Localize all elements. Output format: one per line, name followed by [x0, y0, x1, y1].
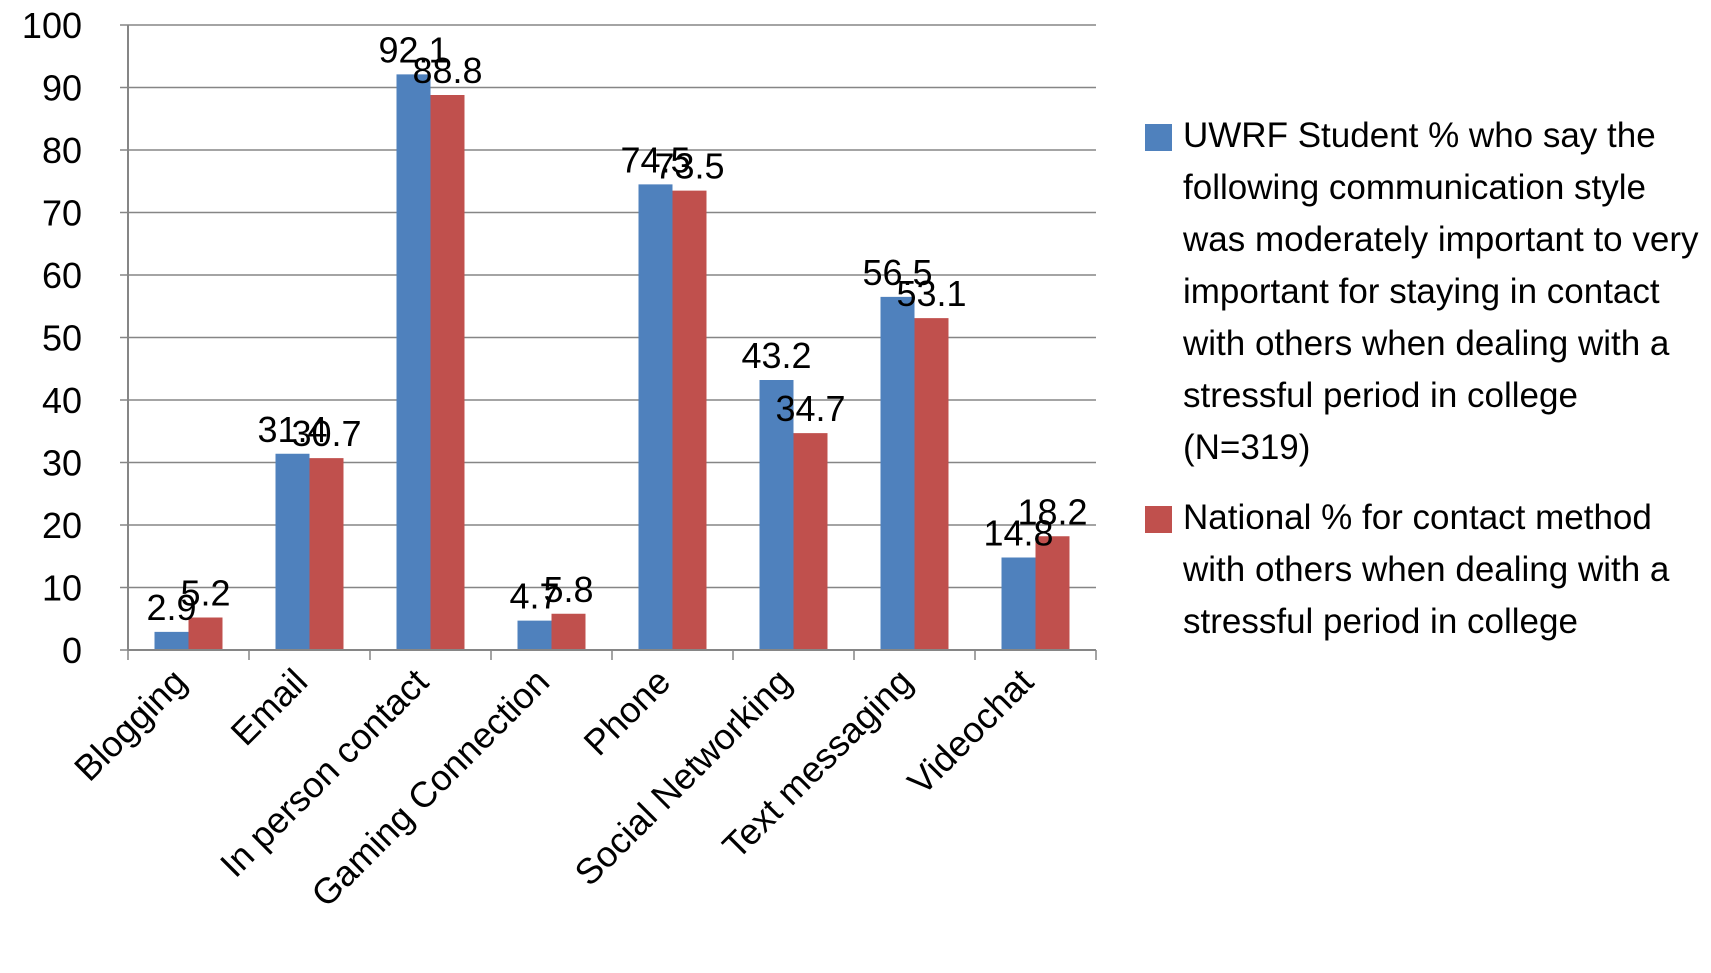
bar-uwrf [396, 74, 431, 650]
gridlines [120, 24, 1097, 660]
data-label: 92.1 [378, 29, 448, 70]
x-tick-label: Email [223, 661, 316, 754]
bar-uwrf [1001, 557, 1036, 650]
data-label: 53.1 [896, 273, 966, 314]
data-label: 31.4 [257, 409, 327, 450]
legend-label-uwrf: UWRF Student % who say the following com… [1183, 116, 1699, 467]
bars [154, 74, 1070, 650]
data-label: 30.7 [291, 413, 361, 454]
y-tick-label: 30 [42, 443, 82, 484]
legend-label-national: National % for contact method with other… [1183, 498, 1670, 641]
y-tick-label: 50 [42, 318, 82, 359]
legend: UWRF Student % who say the following com… [1145, 110, 1705, 666]
data-label: 5.2 [180, 573, 230, 614]
x-tick-label: In person contact [212, 661, 436, 885]
x-tick-label: Social Networking [566, 661, 799, 894]
data-label: 56.5 [862, 252, 932, 293]
x-tick-label: Blogging [66, 661, 194, 789]
data-label: 73.5 [654, 146, 724, 187]
y-tick-labels: 0 10 20 30 40 50 60 70 80 90 100 [22, 5, 82, 671]
bar-uwrf [880, 296, 915, 650]
bar-uwrf [275, 453, 310, 650]
legend-item-uwrf: UWRF Student % who say the following com… [1145, 110, 1705, 474]
bar-uwrf [638, 184, 673, 650]
y-tick-label: 70 [42, 193, 82, 234]
data-labels: 2.9 31.4 92.1 4.7 74.5 43.2 56.5 14.8 5.2 30.7 88.… [146, 29, 1087, 628]
y-tick-label: 90 [42, 68, 82, 109]
data-label: 88.8 [412, 50, 482, 91]
bar-national [793, 433, 828, 650]
y-tick-label: 60 [42, 255, 82, 296]
bar-national [309, 458, 344, 650]
x-tick-label: Phone [576, 661, 679, 764]
data-label: 5.8 [543, 569, 593, 610]
x-tick-label: Gaming Connection [303, 661, 557, 915]
data-label: 14.8 [983, 513, 1053, 554]
data-label: 4.7 [509, 576, 559, 617]
data-label: 2.9 [146, 587, 196, 628]
bar-uwrf [759, 380, 794, 650]
y-tick-label: 0 [62, 630, 82, 671]
bar-national [1035, 536, 1070, 650]
y-tick-label: 40 [42, 380, 82, 421]
data-label: 18.2 [1017, 491, 1087, 532]
bar-uwrf [517, 620, 552, 650]
y-tick-label: 80 [42, 130, 82, 171]
bar-national [430, 95, 465, 650]
bar-uwrf [154, 631, 189, 650]
bar-national [672, 190, 707, 650]
legend-swatch-national [1145, 506, 1172, 533]
bar-national [914, 318, 949, 650]
y-tick-label: 10 [42, 568, 82, 609]
bar-national [188, 617, 223, 650]
y-tick-label: 100 [22, 5, 82, 46]
data-label: 43.2 [741, 335, 811, 376]
legend-item-national: National % for contact method with other… [1145, 492, 1705, 648]
legend-swatch-uwrf [1145, 124, 1172, 151]
axes [127, 25, 1096, 651]
bar-national [551, 613, 586, 650]
y-tick-label: 20 [42, 505, 82, 546]
x-tick-label: Videochat [899, 661, 1041, 803]
data-label: 74.5 [620, 139, 690, 180]
data-label: 34.7 [775, 388, 845, 429]
